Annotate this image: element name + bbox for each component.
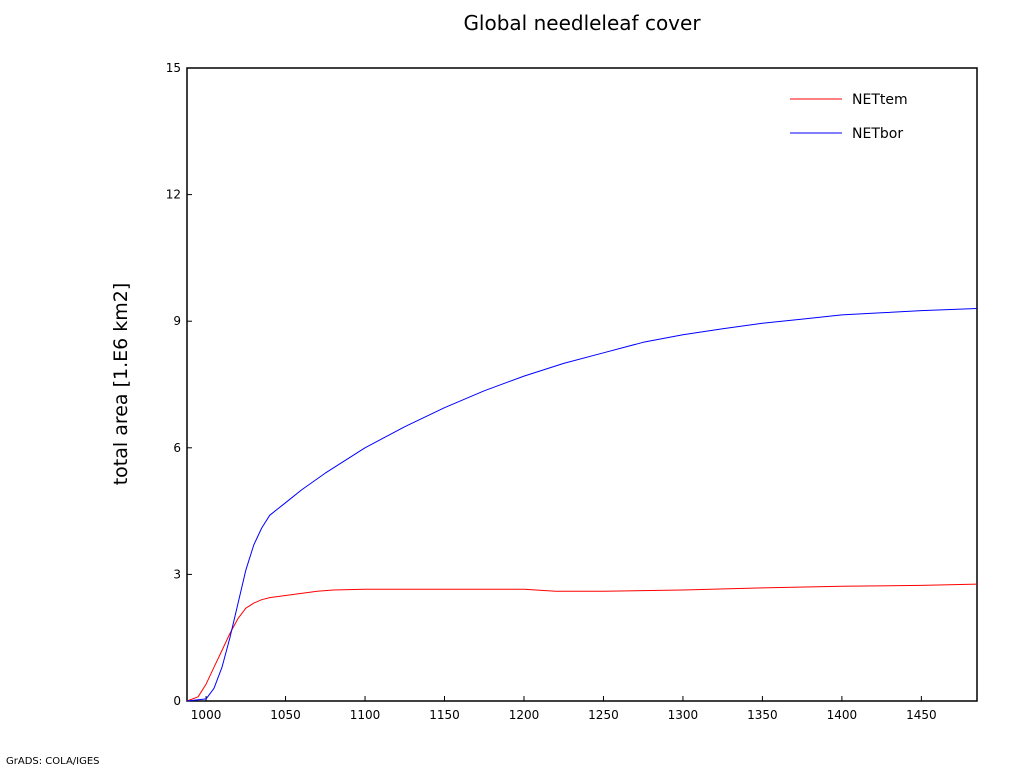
axis-ticks: 0 3 6 9 12 15 1000 1050 1100 1150 1200 1250 1300 1350… [166,61,937,722]
x-tick-label: 1350 [747,708,778,722]
x-tick-label: 1000 [191,708,222,722]
legend-label-nettem: NETtem [852,92,908,108]
series-line-nettem [186,583,978,702]
x-tick-label: 1050 [270,708,301,722]
x-tick-label: 1150 [429,708,460,722]
y-axis-label: total area [1.E6 km2] [110,283,132,486]
x-tick-label: 1200 [509,708,540,722]
legend-label-netbor: NETbor [852,126,903,142]
x-tick-label: 1400 [827,708,858,722]
legend: NETtem NETbor [790,92,908,142]
x-tick-label: 1250 [588,708,619,722]
data-series [186,308,978,702]
y-tick-label: 15 [166,61,181,75]
y-tick-label: 6 [173,441,181,455]
x-tick-label: 1450 [906,708,937,722]
y-tick-label: 0 [173,694,181,708]
x-tick-label: 1300 [668,708,699,722]
y-tick-label: 3 [173,567,181,581]
series-line-netbor [186,308,978,702]
x-tick-label: 1100 [350,708,381,722]
footer-credit: GrADS: COLA/IGES [6,756,100,767]
chart-title: Global needleleaf cover [463,11,701,35]
plot-frame [186,67,978,702]
y-tick-label: 12 [166,188,181,202]
y-tick-label: 9 [173,314,181,328]
